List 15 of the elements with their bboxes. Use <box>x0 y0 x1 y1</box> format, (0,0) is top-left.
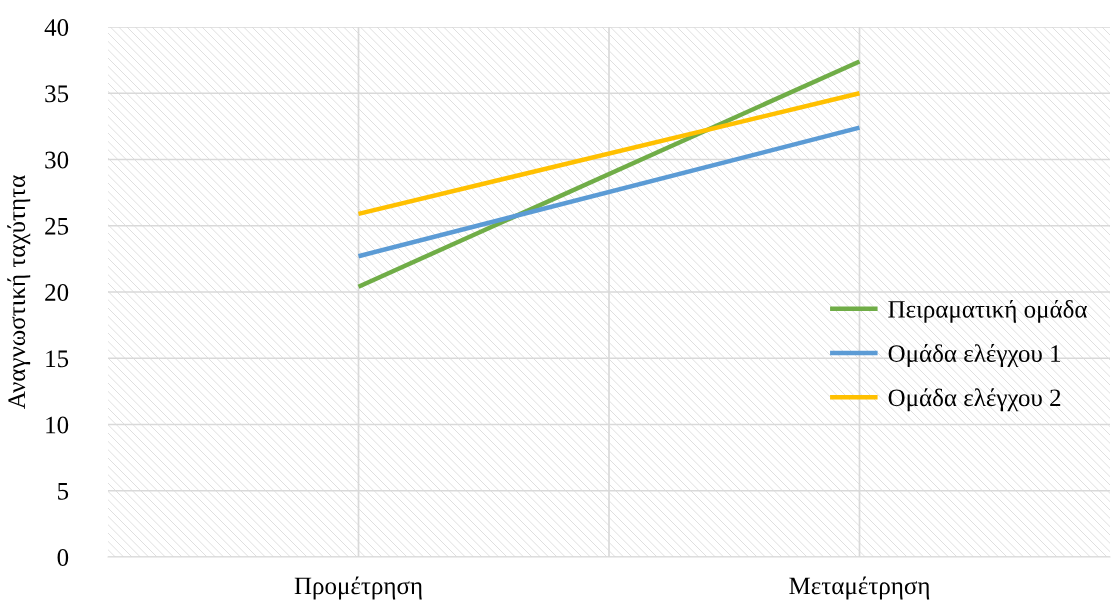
y-tick-label: 0 <box>57 549 69 566</box>
y-tick-label: 10 <box>46 416 69 434</box>
legend-label: Ομάδα ελέγχου 1 <box>888 344 1061 368</box>
y-tick-label: 15 <box>46 350 69 368</box>
y-tick-label: 40 <box>44 19 69 36</box>
y-tick-label: 35 <box>45 85 69 103</box>
y-tick-label: 30 <box>45 151 69 169</box>
y-tick-label: 25 <box>45 217 69 235</box>
x-tick-label: Μεταμέτρηση <box>789 576 930 600</box>
x-tick-label: Προμέτρηση <box>294 576 422 600</box>
legend-label: Πειραματική ομάδα <box>888 299 1087 323</box>
y-axis-title: Αναγνωστική ταχύτητα <box>7 175 31 409</box>
y-tick-label: 20 <box>45 284 69 301</box>
y-tick-label: 5 <box>58 483 69 500</box>
legend-label: Ομάδα ελέγχου 2 <box>888 388 1061 412</box>
